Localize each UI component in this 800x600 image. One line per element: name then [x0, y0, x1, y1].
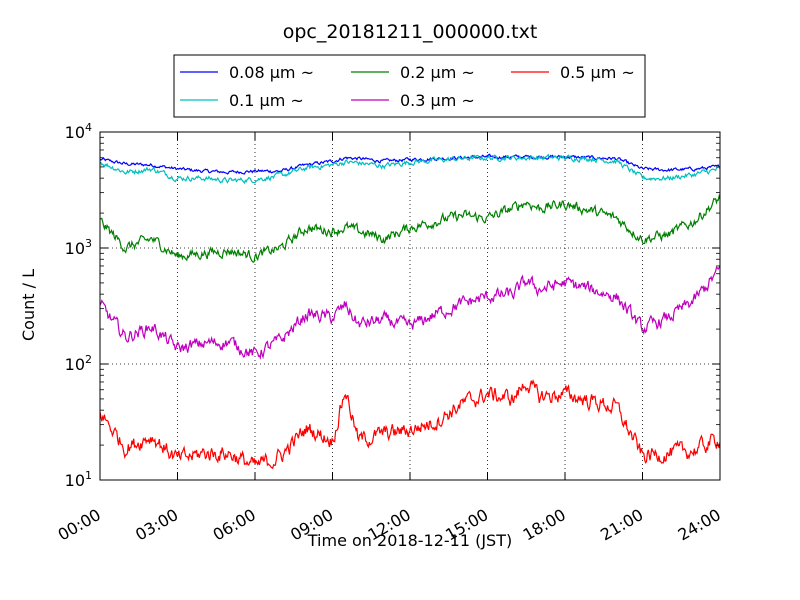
- series-lines: [99, 153, 721, 470]
- legend-label: 0.1 μm ~: [229, 91, 304, 110]
- plot-background: [100, 132, 720, 480]
- legend: 0.08 μm ~ 0.1 μm ~ 0.2 μm ~ 0.3 μm ~ 0.5 μm …: [173, 54, 646, 118]
- legend-label: 0.08 μm ~: [229, 63, 314, 82]
- chart-title: opc_20181211_000000.txt: [283, 21, 538, 43]
- series-line: [99, 265, 721, 361]
- y-axis-ticks: 101 102 103 104: [65, 121, 720, 490]
- legend-label: 0.3 μm ~: [400, 91, 475, 110]
- legend-label: 0.2 μm ~: [400, 63, 475, 82]
- y-tick-label: 102: [65, 353, 92, 374]
- legend-label: 0.5 μm ~: [560, 63, 635, 82]
- x-axis-title: Time on 2018-12-11 (JST): [307, 531, 512, 550]
- legend-box: [173, 54, 646, 118]
- series-line: [99, 193, 721, 263]
- y-axis-title: Count / L: [19, 269, 38, 341]
- y-tick-label: 101: [65, 469, 92, 490]
- series-line: [99, 378, 721, 470]
- plot-area: [100, 132, 720, 480]
- series-line: [99, 153, 721, 185]
- y-tick-label: 103: [65, 237, 92, 258]
- y-tick-label: 104: [65, 121, 92, 142]
